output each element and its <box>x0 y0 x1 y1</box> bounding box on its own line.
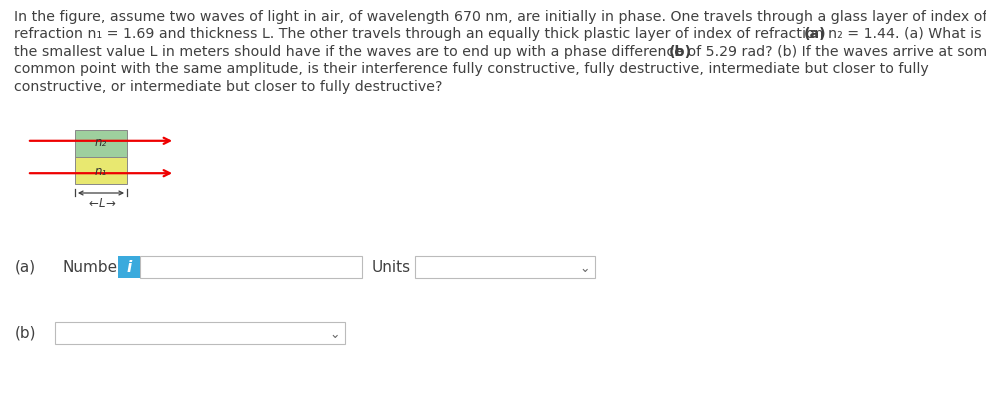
Bar <box>415 256 595 278</box>
Text: the smallest value L in meters should have if the waves are to end up with a pha: the smallest value L in meters should ha… <box>14 45 986 59</box>
Text: ⌄: ⌄ <box>580 261 591 274</box>
Text: common point with the same amplitude, is their interference fully constructive, : common point with the same amplitude, is… <box>14 63 929 76</box>
Text: constructive, or intermediate but closer to fully destructive?: constructive, or intermediate but closer… <box>14 80 443 94</box>
Text: n₂: n₂ <box>95 136 107 149</box>
Text: (a): (a) <box>15 259 36 274</box>
Bar <box>140 256 362 278</box>
Text: refraction n₁ = 1.69 and thickness L. The other travels through an equally thick: refraction n₁ = 1.69 and thickness L. Th… <box>14 27 982 42</box>
Text: (b): (b) <box>15 325 36 340</box>
Text: ⌄: ⌄ <box>329 327 340 340</box>
Text: n₁: n₁ <box>95 165 107 178</box>
Text: Units: Units <box>372 259 411 274</box>
Text: Number: Number <box>62 259 123 274</box>
Text: i: i <box>126 259 131 274</box>
Bar <box>75 130 127 157</box>
Text: (a): (a) <box>804 27 826 42</box>
Text: $\leftarrow\!L\!\rightarrow$: $\leftarrow\!L\!\rightarrow$ <box>86 197 116 210</box>
Bar <box>118 256 140 278</box>
Bar <box>55 322 345 344</box>
Bar <box>75 157 127 184</box>
Text: (b): (b) <box>669 45 692 59</box>
Text: In the figure, assume two waves of light in air, of wavelength 670 nm, are initi: In the figure, assume two waves of light… <box>14 10 986 24</box>
